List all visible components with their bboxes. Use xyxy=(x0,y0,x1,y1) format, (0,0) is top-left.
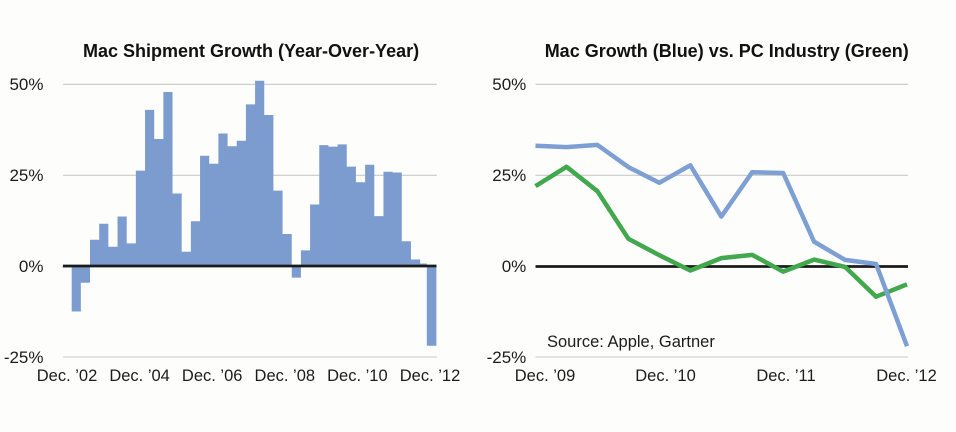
svg-text:50%: 50% xyxy=(9,75,43,94)
svg-text:Dec. ’08: Dec. ’08 xyxy=(255,367,316,385)
svg-text:Dec. ’09: Dec. ’09 xyxy=(515,367,576,385)
svg-text:-25%: -25% xyxy=(487,348,527,367)
svg-text:Dec. ’10: Dec. ’10 xyxy=(327,367,388,385)
svg-text:25%: 25% xyxy=(492,166,526,185)
svg-text:Source: Apple, Gartner: Source: Apple, Gartner xyxy=(547,333,715,351)
svg-text:0%: 0% xyxy=(502,257,527,276)
svg-text:Dec. ’12: Dec. ’12 xyxy=(400,367,461,385)
svg-text:Dec. ’02: Dec. ’02 xyxy=(37,367,98,385)
svg-text:Mac Growth (Blue) vs. PC Indus: Mac Growth (Blue) vs. PC Industry (Green… xyxy=(545,41,909,61)
svg-text:-25%: -25% xyxy=(4,348,44,367)
svg-text:0%: 0% xyxy=(19,257,44,276)
svg-text:Dec. ’11: Dec. ’11 xyxy=(756,367,815,385)
svg-text:Mac Shipment Growth (Year-Over: Mac Shipment Growth (Year-Over-Year) xyxy=(83,41,419,61)
svg-text:Dec. ’06: Dec. ’06 xyxy=(182,367,243,385)
svg-text:Dec. ’12: Dec. ’12 xyxy=(876,367,937,385)
svg-text:Dec. ’04: Dec. ’04 xyxy=(109,367,170,385)
svg-text:Dec. ’10: Dec. ’10 xyxy=(635,367,696,385)
svg-text:25%: 25% xyxy=(9,166,43,185)
svg-text:50%: 50% xyxy=(492,75,526,94)
